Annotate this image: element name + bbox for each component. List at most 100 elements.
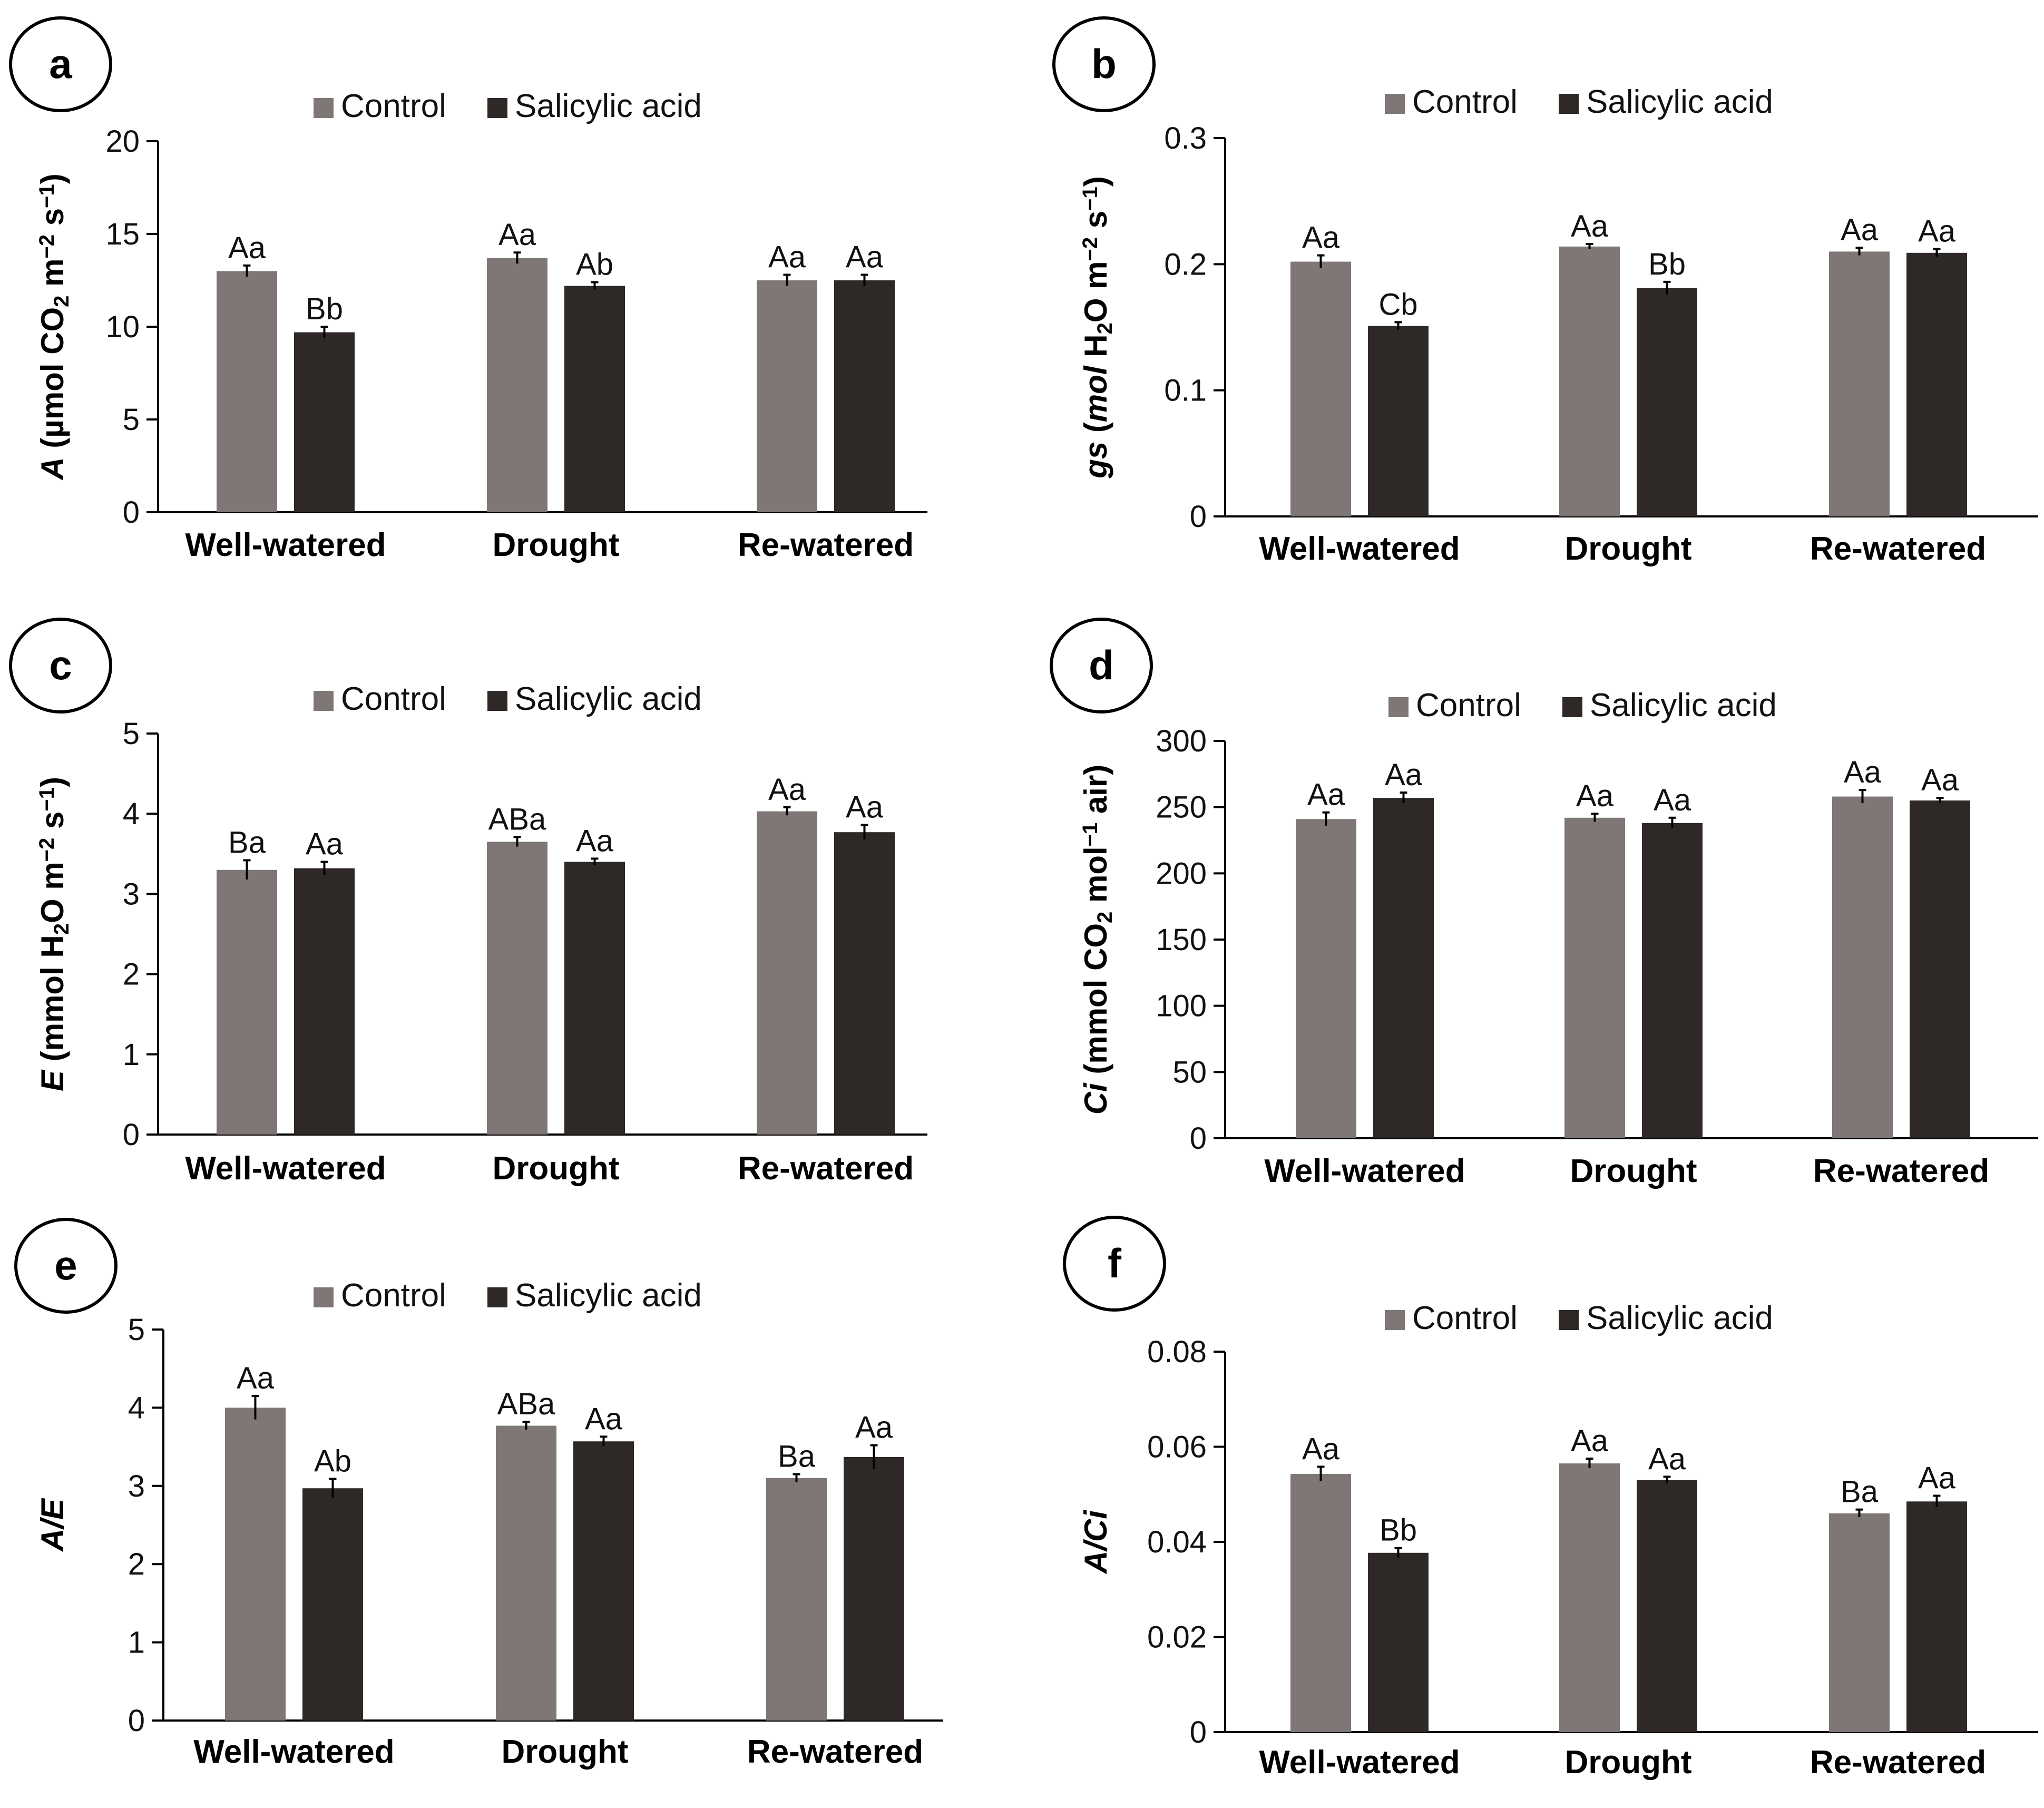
y-axis-label-symbol: E	[35, 1069, 70, 1091]
significance-letter: Aa	[846, 790, 884, 825]
x-category-label: Well-watered	[1259, 1744, 1460, 1781]
bar-salicylic	[294, 868, 355, 1135]
ylabel-part: 2	[50, 296, 73, 307]
significance-letter: Aa	[1571, 209, 1609, 243]
bar-control	[1296, 819, 1356, 1138]
y-tick-label: 300	[1156, 724, 1207, 758]
bar-control	[766, 1478, 827, 1721]
significance-letter: Bb	[1380, 1513, 1417, 1548]
bar-control	[217, 271, 277, 512]
bar-salicylic	[302, 1488, 363, 1721]
y-tick-label: 1	[123, 1038, 140, 1072]
bar-salicylic	[1368, 326, 1429, 516]
y-axis-label-symbol: A/Ci	[1078, 1510, 1113, 1575]
y-tick-label: 5	[123, 717, 140, 751]
y-tick-label: 0	[123, 495, 140, 530]
significance-letter: Aa	[855, 1411, 893, 1445]
bar-salicylic	[1906, 1501, 1967, 1732]
y-tick-label: 2	[128, 1547, 145, 1581]
panel-letter: d	[1089, 642, 1114, 688]
significance-letter: Aa	[1921, 763, 1959, 797]
panel-letter: e	[54, 1242, 77, 1288]
ylabel-part: )	[35, 173, 70, 184]
bar-salicylic	[573, 1441, 634, 1721]
ylabel-part: 2	[1093, 912, 1117, 923]
significance-letter: Aa	[1918, 1461, 1956, 1495]
ylabel-part: mol	[1078, 846, 1113, 911]
bar-salicylic	[294, 332, 355, 512]
panel-circle	[14, 1218, 118, 1314]
x-category-label: Well-watered	[1259, 531, 1460, 567]
ylabel-part: (mmol H	[35, 935, 70, 1070]
ylabel-part: 2	[50, 923, 73, 935]
significance-letter: Aa	[585, 1402, 623, 1436]
x-category-label: Well-watered	[1264, 1153, 1465, 1189]
y-axis-label: A (µmol CO2 m−2 s−1)	[35, 173, 73, 481]
legend-swatch-salicylic	[487, 691, 507, 711]
panel-d: d Control Salicylic acid 0 50 100 150 200 250 300…	[1050, 618, 2038, 1189]
legend-label-control: Control	[341, 1277, 446, 1314]
bar-salicylic	[564, 862, 625, 1135]
significance-letter: Aa	[576, 824, 614, 858]
legend-swatch-salicylic	[487, 98, 507, 118]
significance-letter: Aa	[1302, 221, 1340, 255]
y-axis-label-symbol: Ci	[1078, 1082, 1113, 1115]
y-tick-label: 3	[128, 1469, 145, 1503]
significance-letter: Aa	[1385, 758, 1423, 792]
y-tick-label: 150	[1156, 923, 1207, 957]
y-axis-label: E (mmol H2O m−2 s−1)	[35, 777, 73, 1091]
y-tick-label: 0.2	[1164, 247, 1207, 281]
significance-letter: Aa	[1307, 778, 1345, 812]
significance-letter: Aa	[1918, 214, 1956, 249]
significance-letter: Aa	[1576, 779, 1614, 813]
y-tick-label: 0	[128, 1704, 145, 1738]
legend-label-salicylic: Salicylic acid	[1586, 84, 1773, 120]
y-tick-label: 0.3	[1164, 121, 1207, 155]
bar-salicylic	[564, 286, 625, 512]
ylabel-part: O m	[1078, 261, 1113, 322]
ylabel-part: s	[35, 208, 70, 234]
legend-swatch-control	[314, 98, 334, 118]
bar-control	[757, 280, 817, 512]
ylabel-part: )	[35, 777, 70, 787]
bar-control	[1564, 817, 1625, 1138]
bar-control	[1559, 1463, 1620, 1732]
y-tick-label: 0	[1190, 1121, 1207, 1156]
significance-letter: Bb	[306, 292, 343, 326]
ylabel-part: )	[1078, 176, 1113, 187]
x-category-label: Drought	[1564, 1744, 1691, 1781]
bar-control	[487, 258, 547, 512]
significance-letter: Aa	[498, 218, 536, 252]
bar-control	[1829, 1513, 1890, 1732]
bar-salicylic	[1368, 1552, 1429, 1732]
legend-label-salicylic: Salicylic acid	[1590, 687, 1777, 724]
panel-b: b Control Salicylic acid 0 0.1 0.2 0.3 Well-wat…	[1052, 16, 2038, 567]
y-axis-label: Ci (mmol CO2 mol−1 air)	[1078, 765, 1117, 1115]
bar-control	[496, 1425, 556, 1721]
legend-label-control: Control	[341, 88, 446, 124]
ylabel-part: m	[35, 259, 70, 296]
y-tick-label: 5	[128, 1313, 145, 1347]
bar-salicylic	[834, 280, 895, 512]
y-tick-label: 0.1	[1164, 374, 1207, 408]
panel-letter: a	[49, 41, 72, 87]
bar-control	[1829, 251, 1890, 516]
y-axis-label: A/E	[35, 1498, 70, 1552]
y-tick-label: 20	[105, 124, 140, 159]
y-axis-label-symbol: A	[35, 457, 70, 481]
legend-swatch-salicylic	[487, 1287, 507, 1307]
significance-letter: Ba	[228, 825, 266, 859]
legend-swatch-salicylic	[1559, 94, 1579, 114]
significance-letter: Aa	[1302, 1432, 1340, 1466]
legend-label-control: Control	[1416, 687, 1521, 724]
ylabel-part: −2	[35, 838, 58, 862]
legend-swatch-salicylic	[1562, 697, 1582, 717]
y-tick-label: 5	[123, 403, 140, 437]
panel-circle	[9, 618, 112, 714]
legend-swatch-salicylic	[1559, 1310, 1579, 1330]
bar-control	[1290, 1473, 1351, 1732]
bar-salicylic	[834, 832, 895, 1135]
y-tick-label: 200	[1156, 856, 1207, 891]
bar-salicylic	[1910, 800, 1970, 1138]
ylabel-part: H	[1078, 334, 1113, 366]
